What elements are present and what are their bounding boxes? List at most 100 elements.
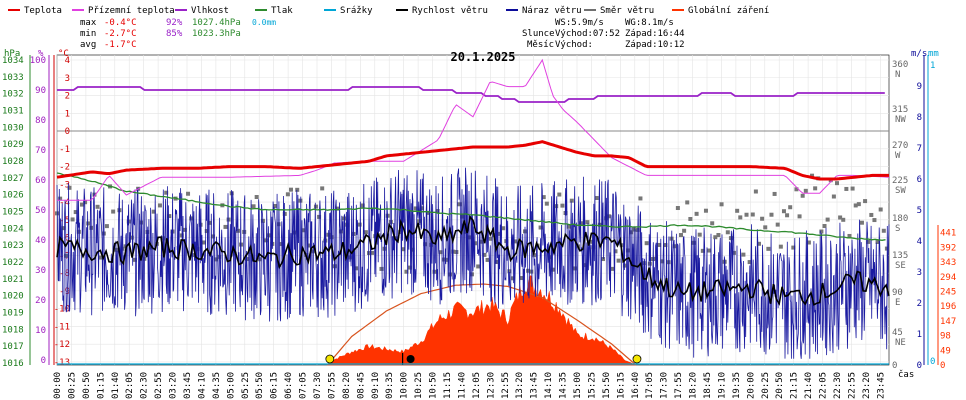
- wind-direction-point: [741, 252, 746, 257]
- pct-tick-label: 10: [35, 326, 46, 336]
- wind-direction-point: [61, 226, 66, 231]
- pct-tick-label: 90: [35, 86, 46, 96]
- wind-direction-point: [747, 260, 752, 265]
- wind-direction-point: [850, 186, 855, 191]
- wind-direction-point: [363, 230, 368, 235]
- x-tick-label: 02:55: [154, 372, 164, 399]
- wind-direction-point: [785, 213, 790, 218]
- wind-direction-point: [744, 212, 749, 217]
- legend-label: Směr větru: [600, 6, 654, 16]
- wind-direction-point: [616, 258, 621, 263]
- legend-label: Srážky: [340, 6, 373, 16]
- wind-direction-point: [710, 221, 715, 226]
- wind-direction-point: [610, 266, 615, 271]
- legend-label: Globální záření: [688, 6, 769, 16]
- wind-direction-point: [791, 245, 796, 250]
- x-tick-label: 13:45: [530, 372, 540, 399]
- wind-direction-point: [757, 241, 761, 246]
- x-tick-label: 15:00: [573, 372, 583, 399]
- wind-direction-point: [379, 266, 384, 271]
- wind-direction-point: [844, 186, 849, 191]
- pct-tick-label: 40: [35, 236, 46, 246]
- x-tick-label: 14:35: [559, 372, 569, 399]
- legend-label: Rychlost větru: [412, 6, 488, 16]
- wind-direction-point: [763, 225, 768, 230]
- wind-direction-point: [507, 269, 512, 274]
- x-tick-label: 06:40: [284, 372, 294, 399]
- wind-direction-point: [289, 187, 293, 192]
- wind-direction-point: [806, 240, 811, 245]
- wind-direction-point: [716, 233, 721, 238]
- rad-tick-label: 245: [940, 288, 956, 298]
- hpa-tick-label: 1024: [2, 224, 24, 234]
- rad-tick-label: 49: [940, 346, 951, 356]
- temp-tick-label: 1: [65, 109, 70, 119]
- hpa-tick-label: 1025: [2, 207, 24, 217]
- header-info: max -0.4°C 92% 1027.4hPa 0.0mm min -2.7°C 85% 10…: [80, 18, 685, 50]
- wind-direction-point: [560, 203, 565, 208]
- dir-tick-label: 0: [892, 361, 897, 371]
- wind-direction-point: [794, 187, 799, 192]
- wind-direction-point: [416, 219, 421, 224]
- x-tick-label: 10:00: [400, 372, 410, 399]
- wind-direction-point: [338, 229, 343, 234]
- wind-direction-point: [660, 259, 665, 264]
- temp-tick-label: -13: [54, 358, 70, 368]
- x-tick-label: 14:10: [544, 372, 554, 399]
- wind-direction-point: [579, 221, 584, 226]
- temp-tick-label: -8: [59, 269, 70, 279]
- sunrise-marker: [325, 354, 335, 364]
- wind-direction-point: [435, 209, 440, 214]
- wind-direction-point: [129, 235, 134, 240]
- pct-tick-label: 0: [41, 356, 46, 366]
- temp-tick-label: -4: [59, 198, 70, 208]
- rad-tick-label: 441: [940, 229, 956, 239]
- series-humidity: [57, 86, 885, 103]
- wind-direction-point: [544, 201, 549, 206]
- wind-direction-point: [778, 244, 783, 249]
- wind-direction-point: [285, 192, 290, 197]
- wind-direction-point: [557, 192, 562, 197]
- wind-direction-point: [707, 248, 712, 253]
- temp-tick-label: -2: [59, 163, 70, 173]
- sun-rise: Východ:07:52: [555, 29, 620, 39]
- wind-direction-point: [310, 249, 315, 254]
- wind-direction-point: [588, 239, 593, 244]
- wind-wg: WG:8.1m/s: [625, 18, 674, 28]
- dir-tick-label: W: [895, 151, 901, 161]
- wind-direction-point: [357, 222, 362, 227]
- wind-direction-point: [853, 203, 858, 208]
- mm-tick-label: 0: [930, 357, 935, 367]
- hpa-tick-label: 1032: [2, 90, 24, 100]
- wind-direction-point: [750, 212, 755, 217]
- wind-direction-point: [859, 220, 864, 225]
- dir-tick-label: 45: [892, 328, 903, 338]
- legend-label: Přízemní teplota: [88, 6, 175, 16]
- legend-label: Vlhkost: [191, 6, 229, 16]
- x-tick-label: 21:15: [790, 372, 800, 399]
- stat-rain: 0.0mm: [252, 18, 276, 27]
- hpa-tick-label: 1016: [2, 359, 24, 369]
- x-tick-label: 04:10: [197, 372, 207, 399]
- ms-tick-label: 6: [917, 175, 922, 185]
- rad-tick-label: 98: [940, 332, 951, 342]
- wind-direction-point: [401, 247, 406, 252]
- ms-tick-label: 3: [917, 268, 922, 278]
- x-tick-label: 07:55: [327, 372, 337, 399]
- wind-direction-point: [67, 185, 72, 190]
- hpa-tick-label: 1027: [2, 174, 24, 184]
- x-tick-label: 19:35: [732, 372, 742, 399]
- wind-direction-point: [601, 257, 605, 262]
- sun-label: Slunce: [522, 29, 555, 39]
- wind-direction-point: [644, 241, 649, 246]
- hpa-tick-label: 1021: [2, 275, 24, 285]
- wind-direction-point: [685, 200, 690, 205]
- wind-direction-point: [713, 235, 718, 240]
- hpa-unit: hPa: [4, 49, 20, 59]
- temp-tick-label: 0: [65, 127, 70, 137]
- stat-pressure: 1023.3hPa: [192, 29, 241, 39]
- wind-direction-point: [541, 195, 546, 200]
- sun-set: Západ:16:44: [625, 29, 685, 39]
- hpa-tick-label: 1029: [2, 140, 24, 150]
